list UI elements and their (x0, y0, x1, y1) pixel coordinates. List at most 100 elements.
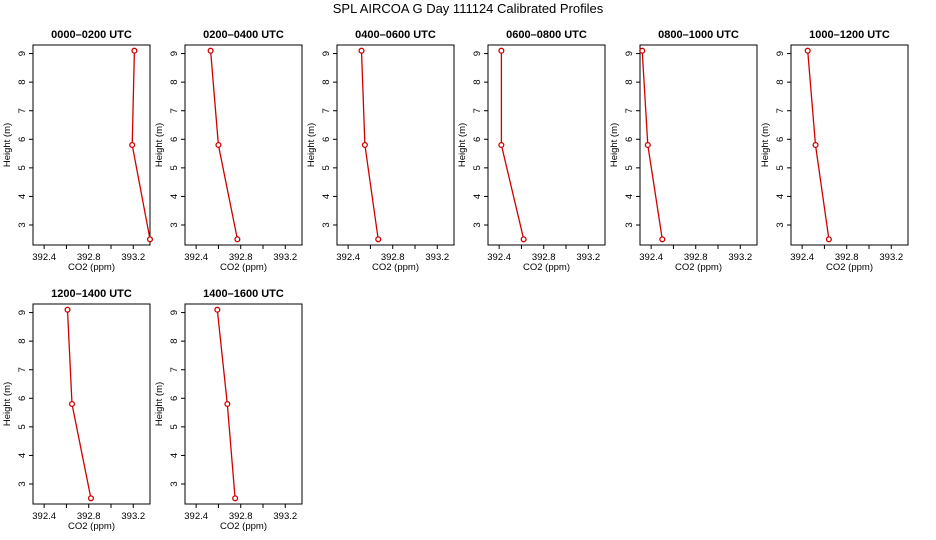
x-tick-label: 392.8 (684, 252, 708, 263)
profile-point (64, 306, 71, 313)
profile-point (234, 236, 241, 243)
y-tick-label: 6 (624, 137, 635, 142)
x-tick-label: 392.4 (32, 252, 56, 263)
x-tick-label: 393.2 (273, 252, 297, 263)
y-tick-label: 7 (169, 367, 180, 372)
profile-point (644, 141, 651, 149)
x-tick-label: 392.8 (835, 252, 859, 263)
y-tick-label: 5 (17, 165, 28, 170)
profile-point (804, 47, 811, 54)
y-tick-label: 6 (169, 396, 180, 401)
profile-point (639, 47, 646, 54)
y-tick-label: 6 (775, 137, 786, 142)
plot-frame (32, 303, 151, 505)
y-tick-label: 6 (169, 137, 180, 142)
y-tick-label: 7 (775, 108, 786, 113)
profile-point (68, 400, 76, 408)
y-tick-label: 3 (472, 222, 483, 227)
x-tick-label: 392.4 (487, 252, 511, 263)
panel-title: 0000–0200 UTC (51, 29, 132, 41)
x-axis-label: CO2 (ppm) (523, 262, 570, 273)
x-tick-label: 393.2 (879, 252, 903, 263)
panel-title: 1400–1600 UTC (203, 288, 284, 300)
figure-title: SPL AIRCOA G Day 111124 Calibrated Profi… (332, 1, 604, 16)
plot-frame (32, 44, 151, 246)
y-tick-label: 8 (17, 338, 28, 343)
profile-point (232, 495, 239, 502)
x-axis-label: CO2 (ppm) (675, 262, 722, 273)
x-tick-label: 392.8 (532, 252, 556, 263)
profile-line (209, 50, 239, 240)
profile-point (207, 47, 214, 54)
profile-point (129, 141, 136, 149)
y-axis-label: Height (m) (154, 382, 165, 426)
y-tick-label: 9 (472, 51, 483, 56)
x-tick-label: 393.2 (728, 252, 752, 263)
x-axis-label: CO2 (ppm) (372, 262, 419, 273)
y-tick-label: 7 (472, 108, 483, 113)
y-tick-label: 4 (472, 194, 483, 199)
x-axis-label: CO2 (ppm) (826, 262, 873, 273)
profile-point (825, 236, 832, 243)
x-tick-label: 392.8 (229, 252, 253, 263)
x-tick-label: 392.4 (790, 252, 814, 263)
y-tick-label: 6 (17, 137, 28, 142)
y-tick-label: 3 (775, 222, 786, 227)
x-tick-label: 392.4 (184, 511, 208, 522)
y-tick-label: 3 (17, 222, 28, 227)
y-axis-label: Height (m) (306, 123, 317, 167)
y-tick-label: 9 (169, 310, 180, 315)
y-tick-label: 8 (169, 79, 180, 84)
y-tick-label: 9 (169, 51, 180, 56)
y-axis-label: Height (m) (457, 123, 468, 167)
x-tick-label: 392.4 (336, 252, 360, 263)
x-axis-label: CO2 (ppm) (68, 521, 115, 532)
y-tick-label: 4 (17, 453, 28, 458)
profile-panel: 0000–0200 UTC 392.4 392.8 393.2 3 4 5 6 7 8 9 CO2 (… (2, 29, 154, 273)
y-axis-label: Height (m) (154, 123, 165, 167)
y-axis-label: Height (m) (760, 123, 771, 167)
profile-panel: 0800–1000 UTC 392.4 392.8 393.2 3 4 5 6 7 8 9 CO2 (… (609, 29, 758, 273)
x-axis-label: CO2 (ppm) (68, 262, 115, 273)
profile-point (375, 236, 382, 243)
y-tick-label: 7 (624, 108, 635, 113)
profile-panel: 0400–0600 UTC 392.4 392.8 393.2 3 4 5 6 7 8 9 CO2 (… (306, 29, 455, 273)
y-tick-label: 7 (17, 108, 28, 113)
profile-panel: 1200–1400 UTC 392.4 392.8 393.2 3 4 5 6 7 8 9 CO2 (… (2, 288, 151, 532)
y-tick-label: 3 (169, 222, 180, 227)
x-tick-label: 392.8 (381, 252, 405, 263)
profile-point (520, 236, 527, 243)
y-tick-label: 8 (17, 79, 28, 84)
panel-title: 0600–0800 UTC (506, 29, 587, 41)
y-tick-label: 8 (472, 79, 483, 84)
x-tick-label: 392.4 (639, 252, 663, 263)
profile-point (659, 236, 666, 243)
y-tick-label: 8 (775, 79, 786, 84)
y-tick-label: 5 (775, 165, 786, 170)
panel-title: 1000–1200 UTC (809, 29, 890, 41)
profile-panel: 1400–1600 UTC 392.4 392.8 393.2 3 4 5 6 7 8 9 CO2 (… (154, 288, 303, 532)
profile-panel: 0200–0400 UTC 392.4 392.8 393.2 3 4 5 6 7 8 9 CO2 (… (154, 29, 303, 273)
y-tick-label: 3 (169, 481, 180, 486)
profile-point (87, 495, 94, 502)
profile-point (214, 306, 221, 313)
plot-frame (184, 44, 303, 246)
x-tick-label: 393.2 (425, 252, 449, 263)
x-tick-label: 392.8 (229, 511, 253, 522)
y-tick-label: 5 (17, 424, 28, 429)
x-tick-label: 392.4 (32, 511, 56, 522)
y-tick-label: 6 (17, 396, 28, 401)
x-tick-label: 392.8 (77, 252, 101, 263)
y-tick-label: 8 (321, 79, 332, 84)
x-tick-label: 393.2 (576, 252, 600, 263)
y-tick-label: 4 (321, 194, 332, 199)
profile-panel: 0600–0800 UTC 392.4 392.8 393.2 3 4 5 6 7 8 9 CO2 (… (457, 29, 606, 273)
y-tick-label: 6 (472, 137, 483, 142)
y-tick-label: 7 (17, 367, 28, 372)
y-tick-label: 3 (624, 222, 635, 227)
y-tick-label: 6 (321, 137, 332, 142)
profile-point (812, 141, 819, 149)
profile-point (498, 141, 505, 149)
panel-title: 1200–1400 UTC (51, 288, 132, 300)
